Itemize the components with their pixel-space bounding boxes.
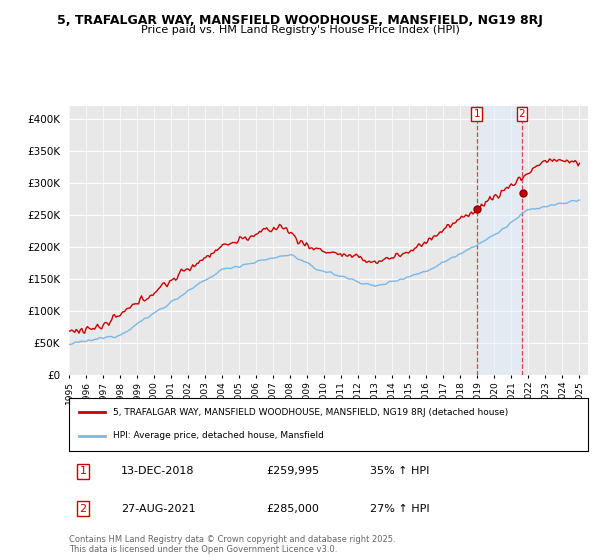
- Text: 1: 1: [79, 466, 86, 476]
- Text: 5, TRAFALGAR WAY, MANSFIELD WOODHOUSE, MANSFIELD, NG19 8RJ: 5, TRAFALGAR WAY, MANSFIELD WOODHOUSE, M…: [57, 14, 543, 27]
- Bar: [476, 106, 522, 375]
- Text: 27-AUG-2021: 27-AUG-2021: [121, 504, 196, 514]
- Text: HPI: Average price, detached house, Mansfield: HPI: Average price, detached house, Mans…: [113, 431, 324, 440]
- Text: 13-DEC-2018: 13-DEC-2018: [121, 466, 194, 476]
- Text: Price paid vs. HM Land Registry's House Price Index (HPI): Price paid vs. HM Land Registry's House …: [140, 25, 460, 35]
- FancyBboxPatch shape: [69, 398, 588, 451]
- Text: 5, TRAFALGAR WAY, MANSFIELD WOODHOUSE, MANSFIELD, NG19 8RJ (detached house): 5, TRAFALGAR WAY, MANSFIELD WOODHOUSE, M…: [113, 408, 508, 417]
- Text: £259,995: £259,995: [266, 466, 319, 476]
- Text: 2: 2: [79, 504, 86, 514]
- Text: Contains HM Land Registry data © Crown copyright and database right 2025.
This d: Contains HM Land Registry data © Crown c…: [69, 535, 395, 554]
- Text: 2: 2: [519, 109, 526, 119]
- Text: 1: 1: [473, 109, 480, 119]
- Text: 27% ↑ HPI: 27% ↑ HPI: [370, 504, 430, 514]
- Text: 35% ↑ HPI: 35% ↑ HPI: [370, 466, 430, 476]
- Text: £285,000: £285,000: [266, 504, 319, 514]
